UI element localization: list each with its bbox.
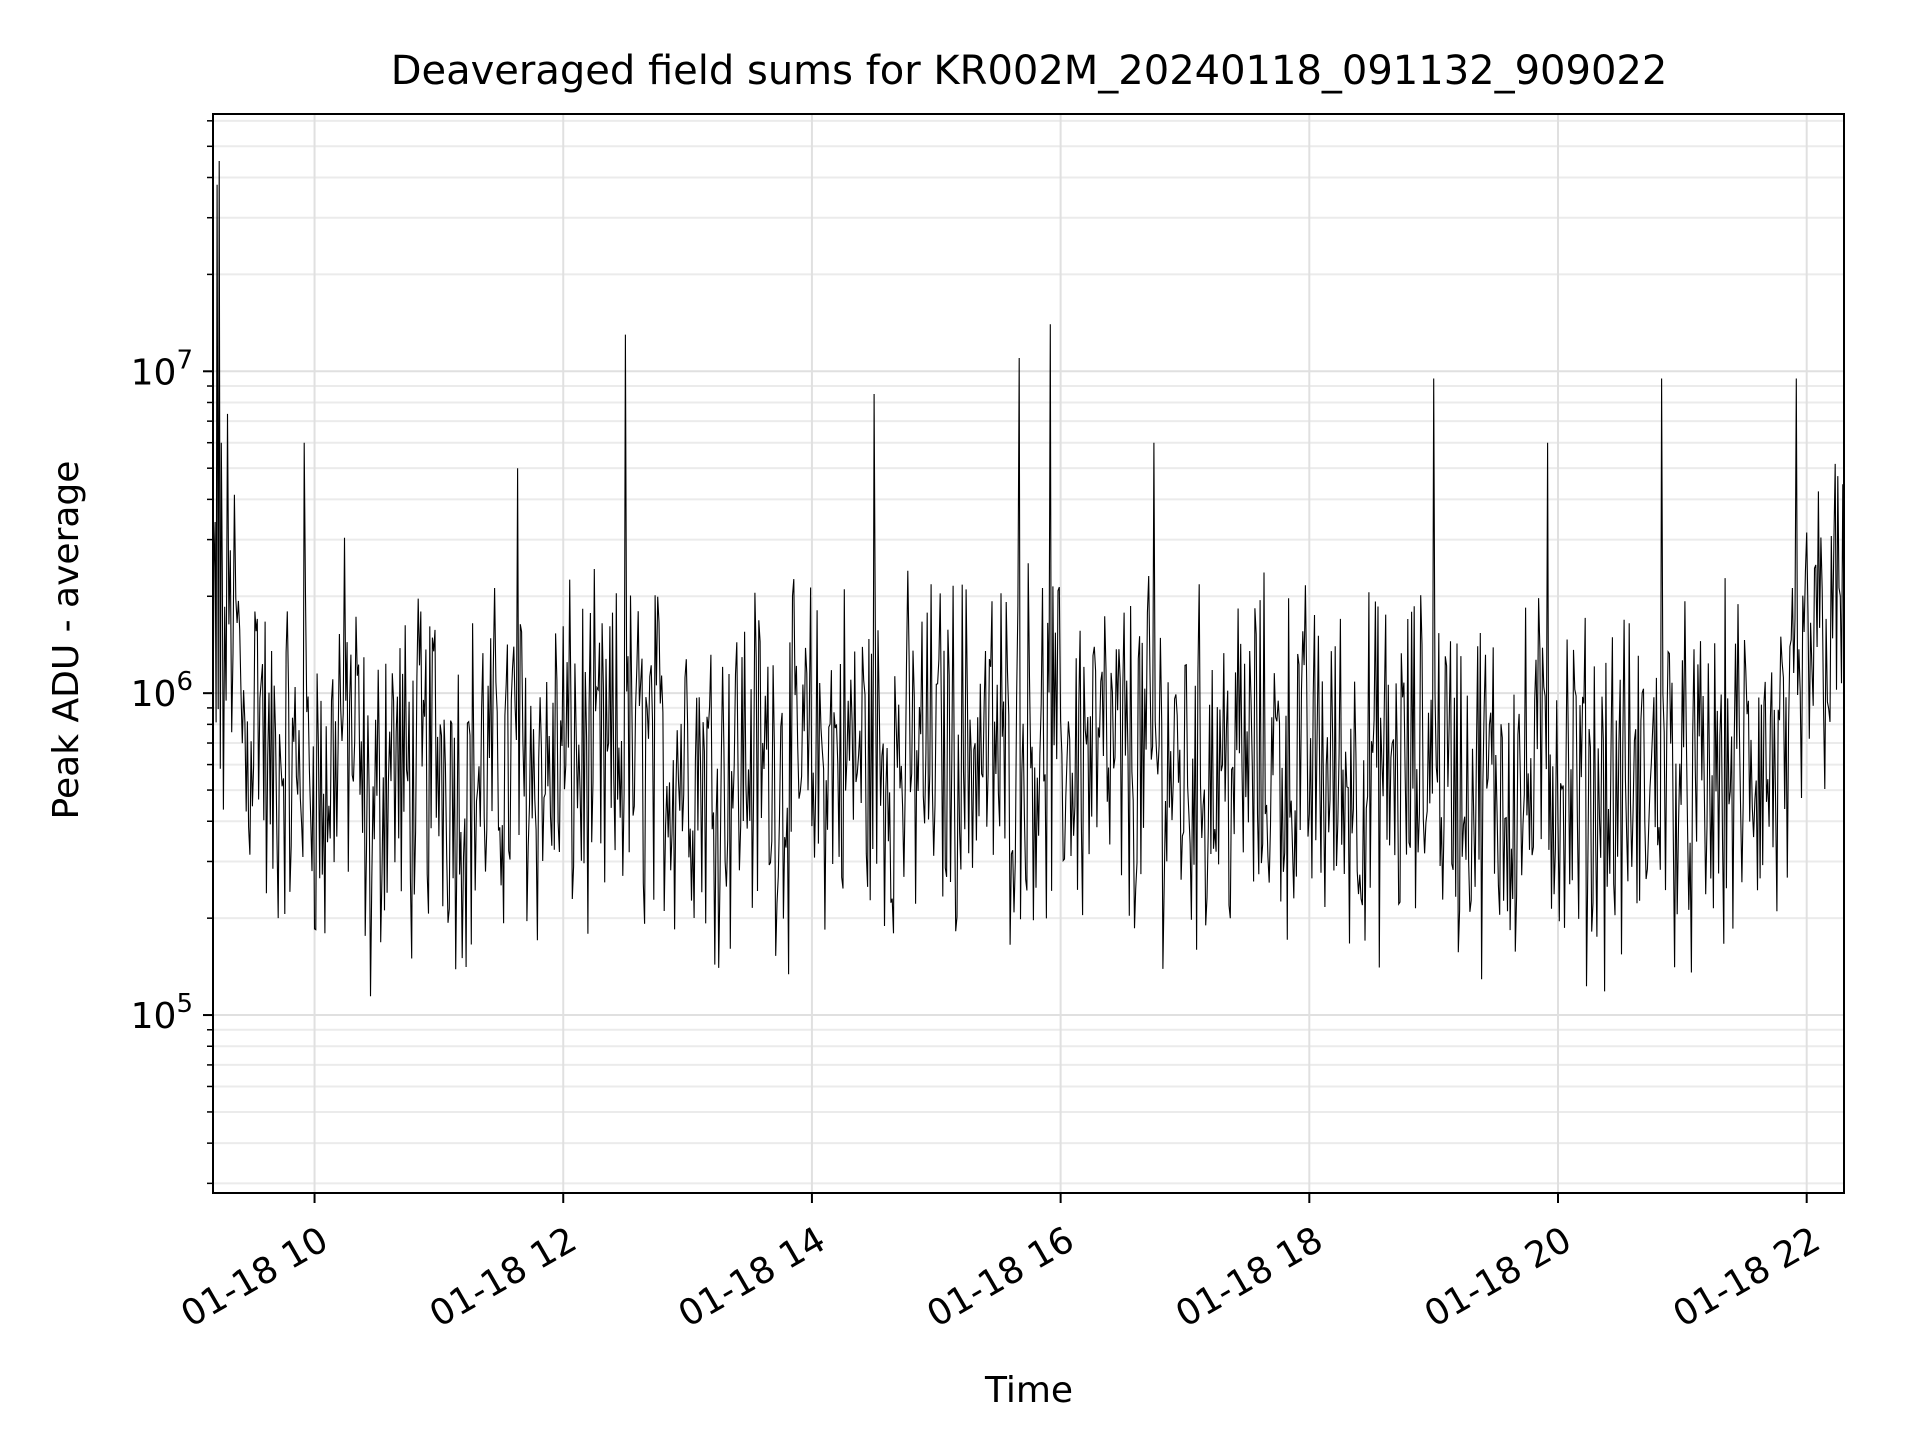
x-tick-label: 01-18 14 bbox=[672, 1219, 833, 1335]
plot-area-frame bbox=[212, 113, 1845, 1194]
x-tick-label: 01-18 18 bbox=[1169, 1219, 1330, 1335]
chart-title: Deaveraged field sums for KR002M_2024011… bbox=[391, 48, 1668, 94]
y-tick-label: 106 bbox=[131, 667, 193, 715]
x-axis: 01-18 10 01-18 12 01-18 14 01-18 16 01-18 18… bbox=[174, 1193, 1827, 1336]
grid-major-x bbox=[313, 114, 1808, 1193]
y-axis-label: Peak ADU - average bbox=[46, 461, 87, 820]
x-tick-label: 01-18 20 bbox=[1418, 1219, 1579, 1335]
data-series bbox=[212, 160, 1845, 997]
grid-minor-y bbox=[213, 119, 1844, 1185]
x-tick-label: 01-18 12 bbox=[423, 1219, 584, 1335]
x-tick-label: 01-18 16 bbox=[920, 1219, 1081, 1335]
x-tick-label: 01-18 22 bbox=[1667, 1219, 1828, 1335]
y-axis: 105 106 107 bbox=[131, 120, 213, 1185]
x-tick-label: 01-18 10 bbox=[174, 1219, 335, 1335]
x-axis-label: Time bbox=[984, 1370, 1073, 1411]
y-tick-label: 107 bbox=[131, 345, 193, 393]
series-line bbox=[212, 160, 1845, 997]
y-tick-label: 105 bbox=[131, 989, 193, 1037]
grid-major-y bbox=[213, 370, 1844, 1017]
